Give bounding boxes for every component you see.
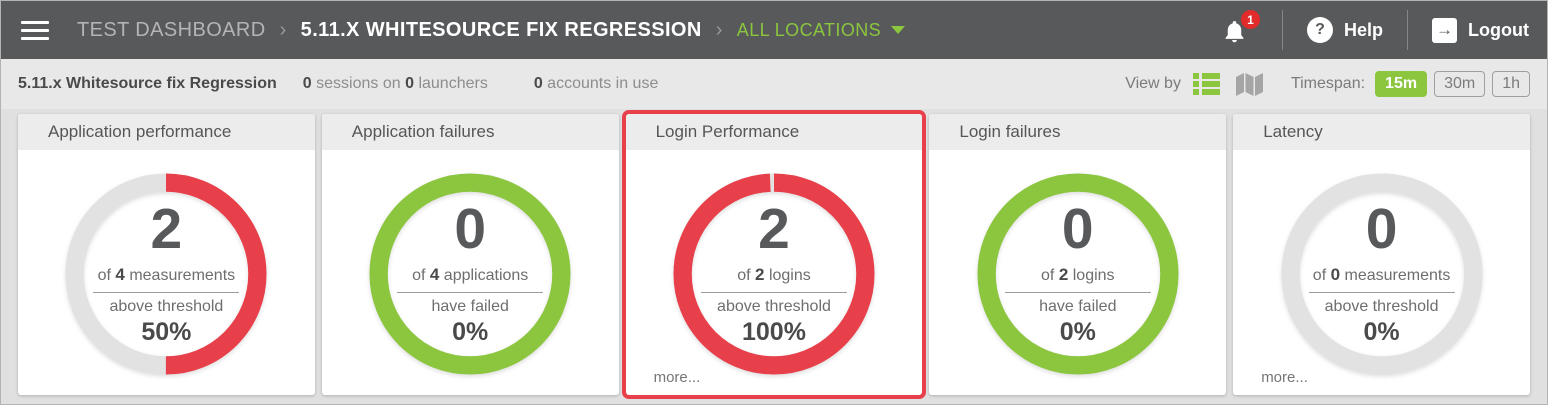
metric-value: 0: [1365, 196, 1398, 261]
metric-threshold-label: above threshold: [109, 297, 224, 315]
card-title: Login Performance: [625, 114, 923, 150]
metric-threshold-label: above threshold: [717, 297, 831, 315]
launchers-count: 0: [405, 75, 414, 92]
metric-value: 0: [454, 196, 487, 261]
breadcrumb: TEST DASHBOARD › 5.11.X WHITESOURCE FIX …: [77, 18, 906, 42]
timespan-buttons: 15m 30m 1h: [1375, 71, 1530, 97]
metric-value: 2: [150, 196, 183, 261]
more-link[interactable]: more...: [1261, 369, 1308, 386]
help-button[interactable]: ? Help: [1307, 17, 1383, 43]
hamburger-menu-icon[interactable]: [21, 16, 49, 45]
card-title: Login failures: [929, 114, 1227, 150]
metric-percent: 100%: [742, 317, 806, 346]
accounts-summary: 0 accounts in use: [534, 75, 659, 93]
logout-button-label: Logout: [1468, 19, 1529, 40]
metric-percent: 0%: [1363, 317, 1400, 346]
metric-value: 2: [758, 196, 790, 261]
card-login-performance: Login Performance 2 of 2 logins: [625, 114, 923, 395]
divider: [700, 291, 847, 293]
metric-threshold-label: have failed: [1039, 297, 1117, 315]
donut-chart: 0 of 0 measurements above threshold 0%: [1281, 172, 1483, 375]
metric-percent: 0%: [452, 317, 489, 346]
help-button-label: Help: [1344, 19, 1384, 40]
accounts-count: 0: [533, 75, 543, 92]
card-title: Latency: [1233, 114, 1530, 150]
metric-of-line: of 2 logins: [1041, 264, 1115, 284]
chevron-right-icon: ›: [715, 18, 723, 41]
locations-dropdown[interactable]: ALL LOCATIONS: [736, 19, 906, 41]
header-divider: [1282, 10, 1283, 50]
metric-percent: 50%: [141, 317, 192, 346]
notifications-button[interactable]: 1: [1221, 10, 1260, 46]
divider: [397, 291, 544, 293]
list-view-icon[interactable]: [1192, 72, 1220, 96]
donut-ring-value: [673, 172, 875, 375]
map-view-icon[interactable]: [1235, 72, 1263, 97]
view-by-label: View by: [1125, 75, 1181, 92]
chevron-down-icon: [891, 26, 906, 34]
divider: [1308, 291, 1455, 293]
help-icon: ?: [1307, 17, 1333, 43]
card-application-performance: Application performance 2 of 4 measureme…: [18, 114, 315, 395]
launchers-label: launchers: [418, 75, 488, 92]
donut-ring-value: [65, 172, 267, 375]
metric-of-line: of 4 measurements: [97, 264, 236, 284]
donut-ring-value: [977, 172, 1179, 375]
locations-dropdown-label: ALL LOCATIONS: [736, 19, 882, 40]
sessions-label: sessions on: [316, 75, 401, 92]
divider: [1004, 291, 1151, 293]
kpi-cards-row: Application performance 2 of 4 measureme…: [1, 109, 1547, 404]
timespan-1h-button[interactable]: 1h: [1492, 71, 1530, 97]
donut-chart: 2 of 4 measurements above threshold 50%: [65, 172, 267, 375]
accounts-label: accounts in use: [547, 75, 659, 92]
more-link[interactable]: more...: [653, 369, 701, 386]
breadcrumb-current: 5.11.X WHITESOURCE FIX REGRESSION: [300, 18, 702, 41]
metric-threshold-label: have failed: [431, 297, 509, 315]
metric-threshold-label: above threshold: [1324, 297, 1439, 315]
notification-badge: 1: [1241, 10, 1260, 29]
top-header: TEST DASHBOARD › 5.11.X WHITESOURCE FIX …: [1, 1, 1547, 59]
card-latency: Latency 0 of 0 measurements: [1233, 114, 1530, 395]
donut-ring-track: [1281, 172, 1483, 375]
header-divider: [1407, 10, 1409, 50]
donut-chart: 0 of 4 applications have failed 0%: [369, 172, 571, 375]
metric-percent: 0%: [1059, 317, 1096, 346]
timespan-30m-button[interactable]: 30m: [1434, 71, 1486, 97]
chevron-right-icon: ›: [279, 18, 287, 41]
subheader: 5.11.x Whitesource fix Regression 0 sess…: [1, 59, 1547, 109]
logout-button[interactable]: → Logout: [1432, 17, 1529, 43]
metric-of-line: of 4 applications: [412, 264, 529, 284]
card-title: Application performance: [18, 114, 315, 150]
bell-icon: [1225, 20, 1244, 43]
dashboard-title: 5.11.x Whitesource fix Regression: [18, 75, 277, 92]
card-login-failures: Login failures 0 of 2 logins: [929, 114, 1227, 395]
breadcrumb-dashboard[interactable]: TEST DASHBOARD: [77, 18, 266, 41]
timespan-15m-button[interactable]: 15m: [1375, 71, 1428, 97]
donut-ring-value: [369, 172, 571, 375]
timespan-label: Timespan:: [1290, 75, 1366, 92]
sessions-count: 0: [302, 75, 312, 92]
card-title: Application failures: [321, 114, 619, 150]
metric-of-line: of 0 measurements: [1312, 264, 1451, 284]
metric-value: 0: [1061, 196, 1094, 261]
card-application-failures: Application failures 0 of 4 applications: [321, 114, 619, 395]
divider: [93, 291, 240, 293]
donut-chart: 2 of 2 logins above threshold 100%: [673, 172, 875, 375]
metric-of-line: of 2 logins: [737, 264, 811, 284]
sessions-summary: 0 sessions on 0 launchers: [303, 75, 488, 93]
header-actions: 1 ? Help → Logout: [1221, 10, 1529, 50]
logout-icon: →: [1432, 17, 1458, 43]
donut-chart: 0 of 2 logins have failed 0%: [977, 172, 1179, 375]
subheader-controls: View by: [1125, 71, 1530, 97]
